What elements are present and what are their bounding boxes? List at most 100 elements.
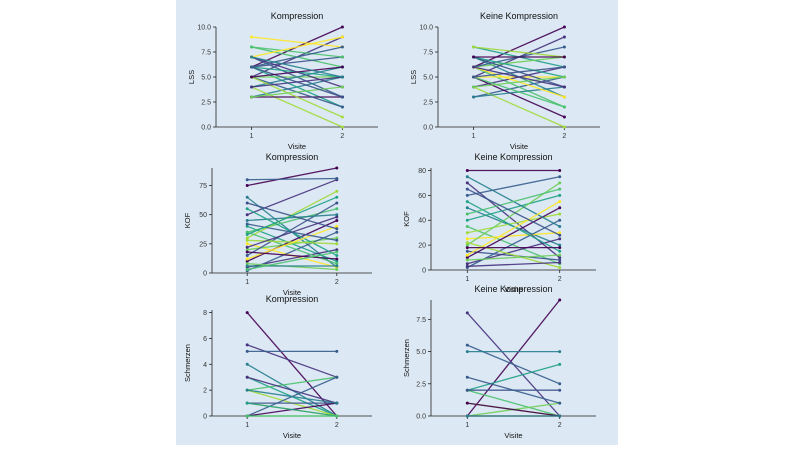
series-line [247, 389, 337, 404]
data-point [558, 233, 562, 237]
x-tick-label: 2 [558, 422, 562, 429]
y-tick-label: 5.0 [416, 349, 426, 356]
data-point [465, 206, 469, 210]
data-point [465, 175, 469, 179]
data-point [245, 259, 249, 263]
y-tick-label: 25 [199, 241, 207, 248]
y-tick-label: 5.0 [201, 75, 211, 82]
data-point [558, 200, 562, 204]
y-tick-label: 75 [199, 183, 207, 190]
series-line [247, 251, 337, 260]
data-point [335, 230, 339, 234]
data-point [335, 236, 339, 240]
y-tick-label: 60 [418, 193, 426, 200]
series-line [467, 254, 560, 261]
series-line [247, 251, 337, 271]
data-point [245, 264, 249, 268]
series-line [466, 299, 561, 417]
data-point [558, 388, 562, 392]
data-point [465, 169, 469, 172]
data-point [245, 401, 249, 405]
data-point [335, 219, 339, 222]
data-point [562, 25, 566, 29]
series-line [473, 56, 565, 78]
data-point [465, 253, 469, 257]
data-point [558, 246, 562, 250]
series-line [467, 389, 560, 417]
data-point [465, 193, 469, 197]
series-line [473, 66, 565, 108]
x-axis-label: Visite [504, 431, 522, 440]
data-point [335, 227, 339, 231]
x-axis-label: Visite [510, 142, 528, 151]
data-point [472, 55, 476, 59]
data-point [465, 200, 469, 204]
data-point [562, 35, 566, 39]
data-point [465, 343, 469, 347]
data-point [558, 258, 562, 262]
data-point [335, 215, 339, 219]
x-tick-label: 1 [465, 422, 469, 429]
y-tick-label: 4 [203, 362, 207, 369]
x-axis-label: Visite [283, 431, 301, 440]
series-line [251, 46, 343, 58]
data-point [558, 181, 562, 185]
series-line [251, 36, 343, 48]
data-point [562, 95, 566, 99]
data-point [335, 224, 339, 228]
data-point [340, 65, 344, 69]
data-point [245, 222, 249, 226]
series-line [467, 188, 560, 215]
data-point [335, 248, 339, 252]
y-tick-label: 2.5 [201, 100, 211, 107]
data-point [335, 401, 339, 405]
series-line [473, 56, 565, 68]
data-point [245, 238, 249, 242]
y-axis-label: KOF [183, 212, 192, 228]
data-point [558, 249, 562, 253]
data-point [250, 85, 254, 89]
data-point [335, 375, 339, 379]
series-line [467, 376, 560, 404]
series-line [467, 213, 560, 234]
data-point [245, 250, 249, 254]
data-point [562, 45, 566, 49]
series-line [467, 188, 560, 236]
x-tick-label: 1 [465, 276, 469, 283]
y-tick-label: 0.0 [416, 414, 426, 421]
data-point [465, 401, 469, 405]
data-point [465, 212, 469, 216]
y-tick-label: 50 [199, 212, 207, 219]
data-point [340, 115, 344, 119]
y-axis-label: Schmerzen [402, 339, 411, 377]
series-line [247, 402, 337, 417]
series-line [473, 66, 565, 78]
series-line [246, 202, 338, 257]
y-tick-label: 10.0 [197, 25, 211, 32]
series-line [246, 190, 338, 239]
data-point [465, 181, 469, 185]
data-point [465, 262, 469, 266]
data-point [465, 241, 469, 245]
x-tick-label: 1 [250, 133, 254, 140]
series-line [251, 46, 343, 68]
data-point [335, 268, 339, 271]
data-point [465, 237, 469, 241]
data-point [250, 75, 254, 79]
data-point [245, 268, 249, 271]
data-point [340, 75, 344, 79]
data-point [245, 213, 249, 217]
y-axis-label: LSS [409, 70, 418, 84]
y-tick-label: 0 [422, 268, 426, 275]
data-point [558, 187, 562, 191]
series-line [247, 177, 337, 181]
data-point [340, 35, 344, 39]
data-point [245, 257, 249, 261]
series-line [473, 86, 565, 128]
series-line [467, 402, 560, 417]
series-line [251, 66, 343, 78]
data-point [245, 311, 249, 315]
chart-panel-2: Keine Kompression 0.0 2.5 5.0 7.5 10.0 1 2 Visit… [409, 11, 600, 151]
chart-title: Kompression [266, 294, 319, 304]
